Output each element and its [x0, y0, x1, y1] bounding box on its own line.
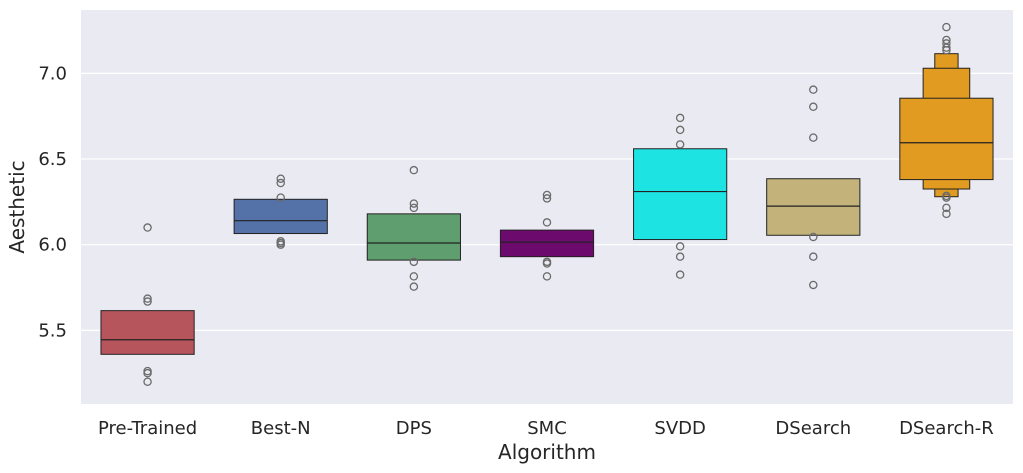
- outlier-point: [942, 43, 951, 52]
- iqr-box: [899, 97, 994, 181]
- outlier-point: [409, 272, 419, 281]
- outlier-point: [143, 294, 152, 303]
- outlier-point: [675, 270, 685, 279]
- outlier-point: [542, 194, 552, 203]
- outlier-point: [409, 257, 419, 267]
- boxen-dsearch-r: [899, 22, 994, 219]
- outlier-point: [542, 218, 552, 227]
- outlier-point: [809, 102, 818, 112]
- iqr-box: [499, 229, 595, 258]
- outlier-point: [675, 125, 685, 135]
- outlier-point: [675, 113, 685, 123]
- outlier-point: [675, 242, 685, 251]
- outlier-point: [409, 282, 419, 291]
- outlier-point: [809, 133, 818, 142]
- outlier-point: [809, 85, 818, 94]
- x-tick-labels: Pre-Trained Best-N DPS SMC SVDD DSearch DSearc…: [98, 418, 994, 439]
- outlier-point: [143, 368, 152, 378]
- outlier-point: [809, 232, 818, 242]
- y-axis-title: Aesthetic: [5, 160, 29, 253]
- outlier-point: [542, 272, 552, 281]
- boxen-smc: [499, 190, 595, 281]
- outlier-point: [809, 252, 818, 261]
- outlier-point: [143, 297, 152, 306]
- outlier-point: [675, 252, 685, 261]
- outlier-point: [942, 22, 951, 32]
- outlier-point: [942, 46, 951, 55]
- outlier-point: [542, 190, 552, 200]
- boxen-groups: [100, 22, 994, 386]
- y-tick-label: 7.0: [38, 63, 67, 84]
- outlier-point: [542, 259, 552, 268]
- outlier-point: [276, 193, 285, 202]
- x-tick-label: DPS: [396, 418, 432, 439]
- iqr-box: [633, 148, 728, 241]
- iqr-box: [233, 198, 328, 235]
- outlier-point: [409, 203, 419, 213]
- x-tick-label: DSearch: [775, 418, 851, 439]
- x-tick-label: DSearch-R: [899, 418, 994, 439]
- iqr-box: [366, 213, 461, 261]
- x-tick-label: Best-N: [251, 418, 311, 439]
- boxen-dsearch: [766, 85, 861, 290]
- boxen-svdd: [633, 113, 728, 279]
- outlier-point: [276, 178, 285, 188]
- y-gridlines: [81, 72, 1013, 331]
- plot-area: [81, 10, 1013, 404]
- outlier-point: [409, 165, 419, 175]
- outlier-point: [809, 280, 818, 290]
- outlier-point: [675, 140, 685, 149]
- outlier-point: [942, 209, 951, 219]
- x-tick-label: SMC: [527, 418, 567, 439]
- iqr-box: [100, 310, 195, 355]
- outlier-point: [276, 174, 285, 183]
- boxen-dps: [366, 165, 461, 291]
- outlier-point: [942, 193, 951, 202]
- outlier-point: [942, 203, 951, 213]
- x-tick-label: SVDD: [654, 418, 705, 439]
- y-tick-label: 5.5: [38, 320, 67, 341]
- outlier-point: [143, 377, 152, 386]
- outlier-point: [143, 223, 152, 232]
- y-tick-label: 6.0: [38, 235, 67, 256]
- y-tick-label: 6.5: [38, 149, 67, 170]
- iqr-box: [766, 178, 861, 236]
- boxen-pre-trained: [100, 223, 195, 386]
- outlier-point: [276, 240, 285, 249]
- outlier-point: [409, 199, 419, 208]
- x-axis-title: Algorithm: [498, 440, 596, 464]
- y-tick-labels: 5.5 6.0 6.5 7.0: [38, 63, 67, 341]
- x-tick-label: Pre-Trained: [98, 418, 197, 439]
- boxen-best-n: [233, 174, 328, 249]
